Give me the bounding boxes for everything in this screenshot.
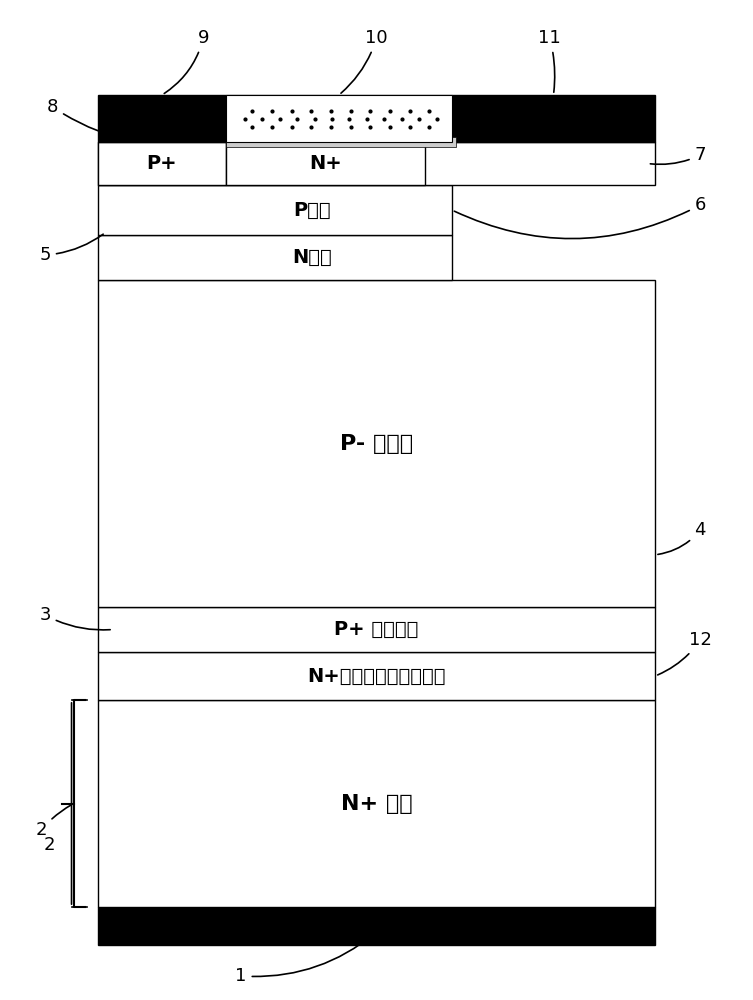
Text: 4: 4 bbox=[658, 521, 706, 554]
Text: 12: 12 bbox=[657, 631, 712, 675]
Bar bbox=[98, 700, 655, 907]
Text: P阱区: P阱区 bbox=[294, 200, 331, 220]
Bar bbox=[98, 185, 452, 235]
Text: N阱区: N阱区 bbox=[293, 248, 332, 267]
Bar bbox=[98, 142, 655, 185]
Text: 5: 5 bbox=[39, 234, 103, 264]
Bar bbox=[98, 607, 655, 652]
Text: 1: 1 bbox=[235, 934, 374, 985]
Text: N+: N+ bbox=[309, 154, 342, 173]
Text: 6: 6 bbox=[454, 196, 706, 239]
Text: N+ 衬底: N+ 衬底 bbox=[340, 794, 413, 814]
Text: P- 漂移区: P- 漂移区 bbox=[340, 434, 413, 454]
Bar bbox=[226, 137, 456, 147]
Text: 11: 11 bbox=[538, 29, 561, 92]
Text: 7: 7 bbox=[651, 146, 706, 164]
Text: 2: 2 bbox=[35, 805, 72, 839]
Bar bbox=[98, 907, 655, 945]
Text: 3: 3 bbox=[39, 606, 110, 630]
Text: 9: 9 bbox=[164, 29, 209, 93]
Text: N+衬底缺陷抑制缓冲层: N+衬底缺陷抑制缓冲层 bbox=[307, 667, 446, 686]
Text: 2: 2 bbox=[43, 836, 55, 854]
Text: 10: 10 bbox=[341, 29, 388, 93]
Bar bbox=[226, 95, 452, 142]
Bar bbox=[98, 652, 655, 700]
Bar bbox=[98, 142, 226, 185]
Bar bbox=[98, 95, 655, 142]
Text: P+: P+ bbox=[147, 154, 177, 173]
Text: P+ 场截止层: P+ 场截止层 bbox=[334, 620, 419, 639]
Bar bbox=[98, 235, 452, 280]
Bar bbox=[98, 280, 655, 607]
Text: 8: 8 bbox=[47, 98, 133, 141]
Bar bbox=[226, 142, 425, 185]
